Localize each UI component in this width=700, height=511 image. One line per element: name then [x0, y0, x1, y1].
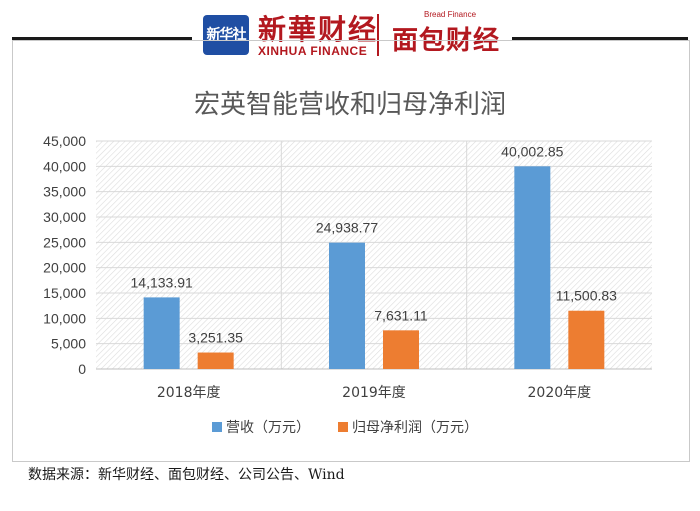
- y-tick-label: 45,000: [43, 133, 86, 149]
- logo-divider: [377, 14, 379, 56]
- y-tick-label: 15,000: [43, 285, 86, 301]
- header-rule-right: [512, 37, 688, 40]
- plot-area-background: [96, 141, 652, 369]
- y-tick-label: 40,000: [43, 158, 86, 174]
- xinhua-logo-badge: 新华社: [203, 15, 249, 55]
- y-tick-label: 35,000: [43, 184, 86, 200]
- bar: [197, 352, 234, 369]
- bar-value-label: 40,002.85: [501, 143, 563, 159]
- xinhua-logo-english: XINHUA FINANCE: [258, 44, 368, 58]
- bread-finance-english: Bread Finance: [424, 10, 477, 19]
- bar: [329, 242, 365, 369]
- legend-label: 营收（万元）: [226, 420, 310, 436]
- bar: [514, 166, 551, 369]
- bar-value-label: 24,938.77: [316, 220, 378, 236]
- bread-finance-logo: 面包财经: [392, 26, 501, 56]
- bar-value-label: 14,133.91: [131, 274, 193, 290]
- x-tick-label: 2019年度: [342, 385, 406, 401]
- bar: [568, 310, 605, 369]
- chart-title: 宏英智能营收和归母净利润: [193, 90, 506, 120]
- legend-label: 归母净利润（万元）: [352, 419, 478, 436]
- y-tick-label: 20,000: [43, 260, 86, 276]
- bar: [383, 330, 419, 369]
- bar-value-label: 3,251.35: [188, 330, 243, 346]
- bar-value-label: 11,500.83: [556, 288, 617, 304]
- header-rule-left: [12, 37, 192, 40]
- chart-frame: [12, 40, 690, 462]
- data-source-note: 数据来源：新华财经、面包财经、公司公告、Wind: [28, 467, 345, 483]
- y-tick-label: 25,000: [43, 234, 86, 250]
- legend-swatch: [212, 422, 222, 432]
- y-tick-label: 0: [78, 361, 86, 377]
- legend-swatch: [338, 422, 348, 432]
- y-tick-label: 5,000: [51, 336, 86, 352]
- x-tick-label: 2020年度: [528, 385, 592, 401]
- bar: [143, 297, 180, 369]
- x-tick-label: 2018年度: [157, 385, 221, 401]
- y-tick-label: 10,000: [43, 310, 86, 326]
- bar-value-label: 7,631.11: [374, 307, 428, 323]
- y-tick-label: 30,000: [43, 209, 86, 225]
